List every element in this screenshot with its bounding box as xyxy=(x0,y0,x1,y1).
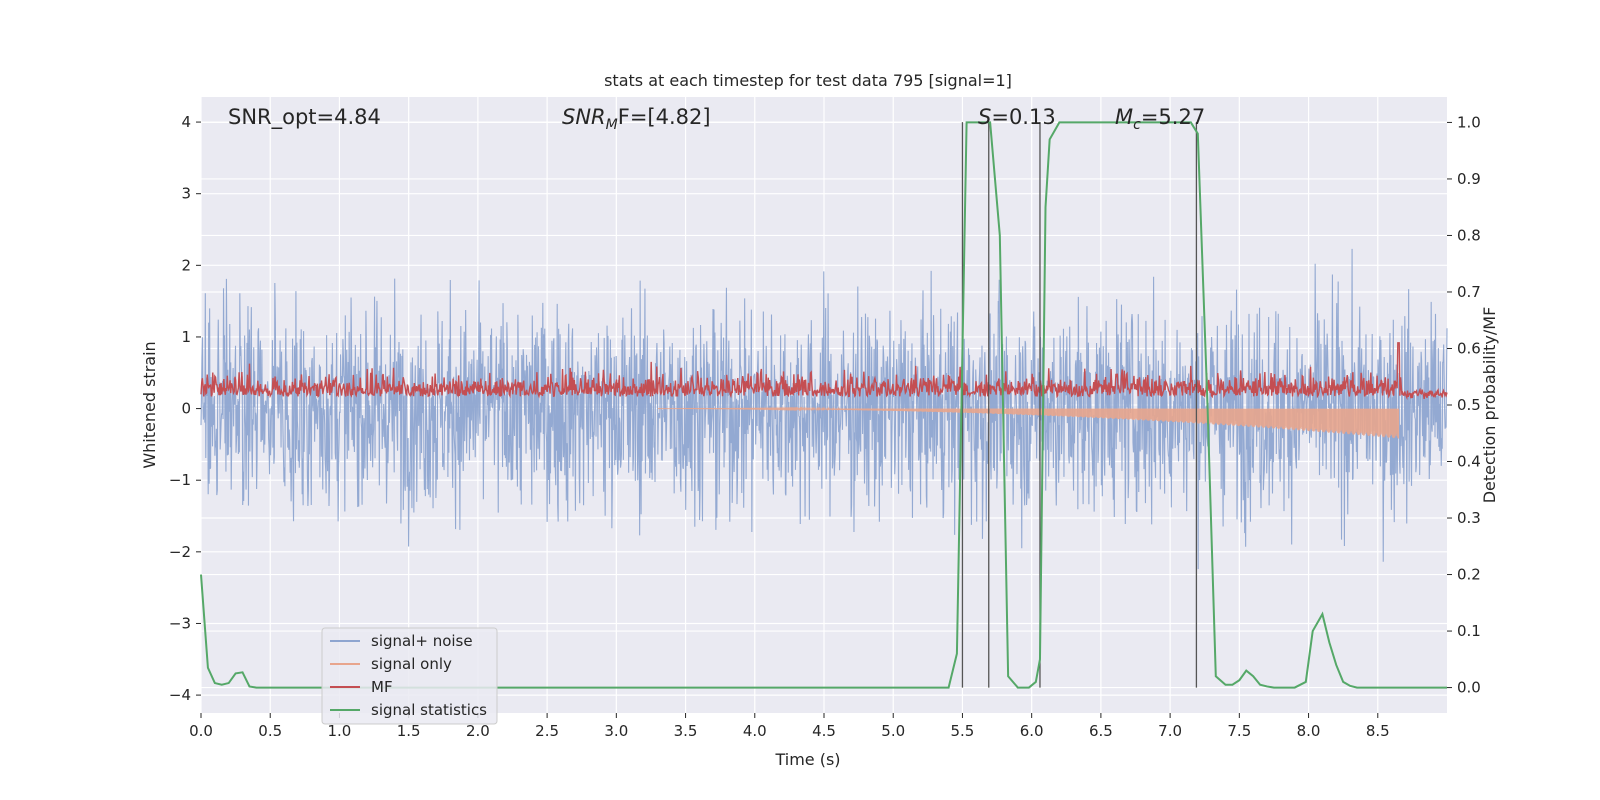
y-right-tick-label: 0.1 xyxy=(1457,622,1481,640)
y-left-tick-label: 4 xyxy=(181,113,191,131)
y-right-tick-label: 0.9 xyxy=(1457,170,1481,188)
legend-box xyxy=(321,627,498,725)
annotation-mc-value: =5.27 xyxy=(1141,105,1205,129)
annotation-snr-mf: SNRMF=[4.82] xyxy=(562,105,711,133)
axes: 0.0 0.5 1.0 1.5 2.0 2.5 3.0 3.5 4.0 4.5 5.0 5.5 6.0 6… xyxy=(169,113,1481,740)
annotation-s-value: =0.13 xyxy=(991,105,1055,129)
y-left-tick-label: −3 xyxy=(169,614,191,632)
y-left-tick-label: −1 xyxy=(169,471,191,489)
annotation-snr-mf-sub: M xyxy=(606,117,618,133)
x-tick-label: 0.5 xyxy=(258,722,282,740)
legend-label-signal-noise: signal+ noise xyxy=(371,632,473,650)
x-tick-label: 3.5 xyxy=(674,722,698,740)
annotation-s: S=0.13 xyxy=(978,105,1056,129)
x-tick-label: 6.5 xyxy=(1089,722,1113,740)
x-tick-label: 8.0 xyxy=(1297,722,1321,740)
series-signal-noise xyxy=(200,248,1448,570)
x-tick-label: 4.5 xyxy=(812,722,836,740)
annotation-s-label: S xyxy=(978,105,991,129)
series-signal-statistics xyxy=(200,121,1447,689)
annotation-mc: Mc=5.27 xyxy=(1115,105,1205,133)
x-tick-label: 7.5 xyxy=(1227,722,1251,740)
series-mf xyxy=(200,342,1448,401)
y-left-tick-label: −2 xyxy=(169,543,191,561)
y-right-tick-label: 0.7 xyxy=(1457,283,1481,301)
annotation-snr-mf-base: SNR xyxy=(562,105,606,129)
y-axis-right-label: Detection probability/MF xyxy=(1480,307,1499,504)
x-tick-label: 1.0 xyxy=(328,722,352,740)
y-left-tick-label: 0 xyxy=(181,400,191,418)
y-right-tick-label: 1.0 xyxy=(1457,113,1481,131)
annotations: SNR_opt=4.84 SNRMF=[4.82] S=0.13 Mc=5.27 xyxy=(228,105,1205,133)
y-left-tick-label: 2 xyxy=(181,256,191,274)
annotation-mc-label: M xyxy=(1115,105,1133,129)
plot-area xyxy=(200,97,1448,713)
y-right-tick-label: 0.8 xyxy=(1457,226,1481,244)
y-right-tick-label: 0.6 xyxy=(1457,339,1481,357)
x-tick-label: 2.0 xyxy=(466,722,490,740)
y-right-tick-label: 0.0 xyxy=(1457,679,1481,697)
chart-title: stats at each timestep for test data 795… xyxy=(604,71,1012,90)
legend-label-mf: MF xyxy=(371,678,393,696)
series-signal-only xyxy=(657,406,1400,439)
x-axis-label: Time (s) xyxy=(774,750,840,769)
legend-label-signal-only: signal only xyxy=(371,655,452,673)
x-tick-label: 2.5 xyxy=(535,722,559,740)
y-left-tick-label: −4 xyxy=(169,686,191,704)
annotation-snr-opt: SNR_opt=4.84 xyxy=(228,105,381,130)
y-left-tick-label: 1 xyxy=(181,328,191,346)
x-tick-label: 5.0 xyxy=(881,722,905,740)
legend: signal+ noise signal only MF signal stat… xyxy=(321,627,498,725)
x-tick-label: 6.0 xyxy=(1020,722,1044,740)
x-tick-label: 0.0 xyxy=(189,722,213,740)
legend-label-signal-statistics: signal statistics xyxy=(371,701,487,719)
x-tick-label: 3.0 xyxy=(604,722,628,740)
annotation-mc-sub: c xyxy=(1133,117,1141,133)
x-tick-label: 1.5 xyxy=(397,722,421,740)
x-tick-label: 7.0 xyxy=(1158,722,1182,740)
annotation-snr-mf-rest: F=[4.82] xyxy=(618,105,711,129)
x-tick-label: 4.0 xyxy=(743,722,767,740)
y-right-tick-label: 0.5 xyxy=(1457,396,1481,414)
y-right-tick-label: 0.4 xyxy=(1457,453,1481,471)
x-tick-label: 8.5 xyxy=(1366,722,1390,740)
y-right-tick-label: 0.3 xyxy=(1457,509,1481,527)
y-axis-left-label: Whitened strain xyxy=(140,341,159,468)
y-left-tick-label: 3 xyxy=(181,185,191,203)
x-tick-label: 5.5 xyxy=(951,722,975,740)
y-right-tick-label: 0.2 xyxy=(1457,566,1481,584)
